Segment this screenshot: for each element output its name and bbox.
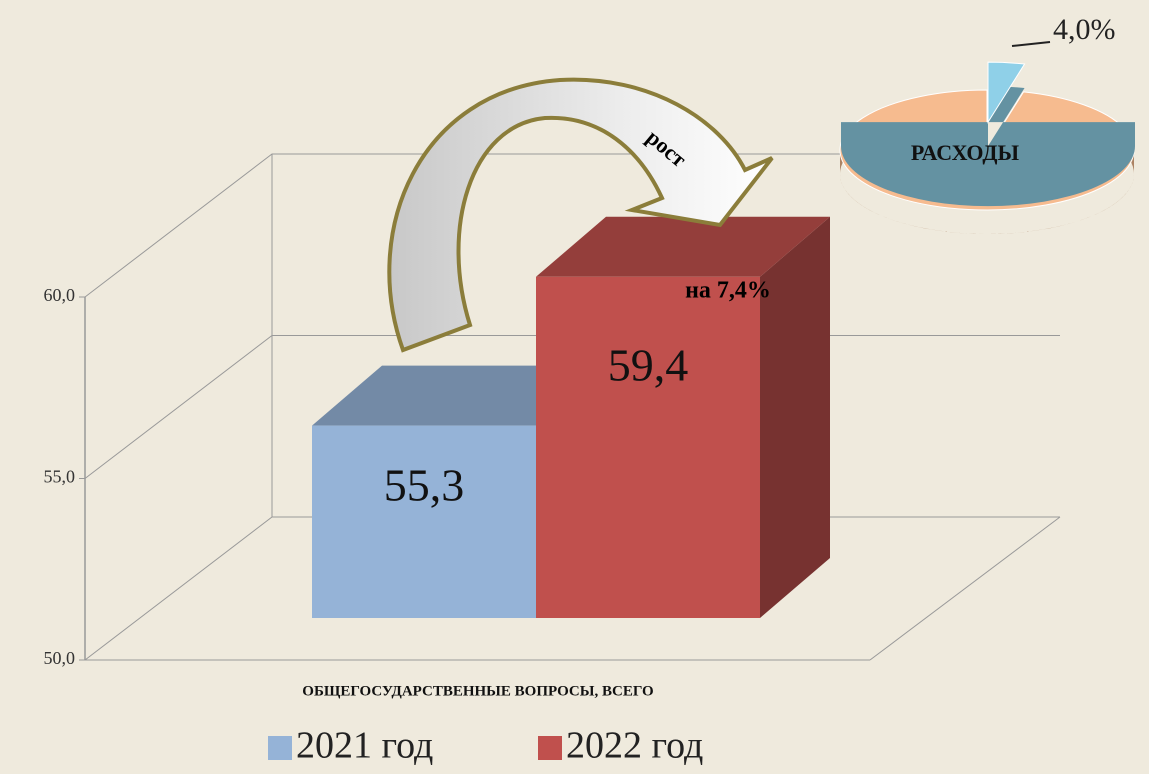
pie-slice (987, 61, 1026, 124)
legend-label: 2021 год (296, 725, 433, 767)
growth-label: на 7,4% (685, 278, 771, 304)
bar (312, 425, 536, 618)
y-tick-label: 55,0 (44, 467, 76, 487)
bar-top (312, 365, 606, 426)
growth-arrow (387, 77, 774, 353)
pie: 4,0% РАСХОДЫ (839, 13, 1136, 235)
y-tick-label: 60,0 (44, 285, 76, 305)
y-tick-label: 50,0 (44, 648, 76, 668)
value-label: 59,4 (608, 340, 689, 391)
leader-line (1011, 41, 1051, 47)
value-label: 55,3 (384, 460, 465, 511)
grid: 50,0 55,0 60,0 (44, 153, 1061, 668)
legend-swatch (538, 736, 562, 760)
pie-value-label: 4,0% (1053, 13, 1116, 46)
bar-top (536, 216, 830, 277)
x-category-label: ОБЩЕГОСУДАРСТВЕННЫЕ ВОПРОСЫ, ВСЕГО (302, 683, 653, 699)
bars: 55,3 59,4 (312, 216, 830, 618)
grid-line (84, 153, 1060, 298)
legend-swatch (268, 736, 292, 760)
legend-label: 2022 год (566, 725, 703, 767)
pie-title: РАСХОДЫ (911, 140, 1020, 165)
pie-slice-side (841, 86, 1136, 207)
floor-edge (869, 516, 1061, 661)
bar-side (760, 216, 830, 618)
bar (536, 276, 760, 618)
